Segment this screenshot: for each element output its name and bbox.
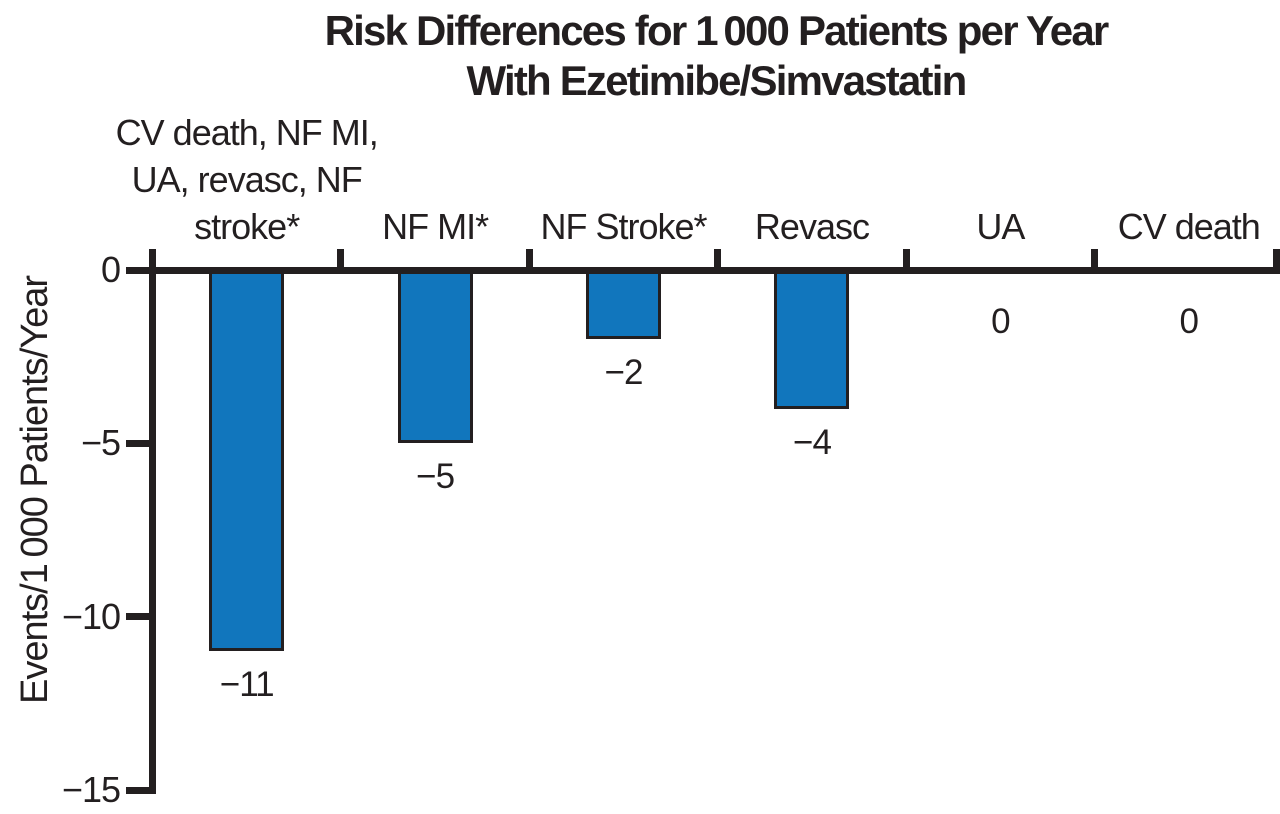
bar-4 <box>774 270 850 409</box>
category-label-2: NF MI* <box>285 203 585 250</box>
y-axis-tick <box>126 439 149 447</box>
x-axis-tick <box>149 248 156 267</box>
x-axis-tick <box>902 248 910 267</box>
category-label-4: Revasc <box>662 203 962 250</box>
chart-title-line-1: Risk Differences for 1 000 Patients per … <box>324 7 1110 54</box>
y-axis-tick <box>126 266 149 274</box>
category-label-line: Revasc <box>754 206 870 247</box>
bar-value-label: −5 <box>416 457 455 497</box>
bar-value-label: 0 <box>1179 302 1199 341</box>
chart-title: Risk Differences for 1 000 Patients per … <box>152 6 1280 106</box>
y-axis-label: Events/1 000 Patients/Year <box>14 275 56 704</box>
chart-title-line-2: With Ezetimibe/Simvastatin <box>466 57 968 104</box>
y-axis-tick-label: −10 <box>61 595 121 637</box>
x-axis-line <box>148 266 1280 274</box>
category-label-line: CV death <box>1117 206 1261 247</box>
y-axis-tick <box>126 613 149 621</box>
bar-value-label: −11 <box>219 665 275 705</box>
x-axis-tick <box>714 248 722 267</box>
y-axis-tick <box>126 786 149 794</box>
y-axis-line <box>148 248 156 794</box>
bar-2 <box>397 270 473 444</box>
x-axis-tick <box>337 248 345 267</box>
x-axis-tick <box>1273 248 1280 267</box>
bar-value-label: 0 <box>991 302 1010 341</box>
y-axis-tick-label: 0 <box>100 249 121 290</box>
category-label-6: CV death <box>1039 203 1280 250</box>
category-label-1: CV death, NF MI, UA, revasc, NF stroke* <box>97 109 397 250</box>
category-label-line: UA <box>976 206 1025 247</box>
y-axis-tick-label: −15 <box>61 769 121 810</box>
x-axis-tick <box>525 248 533 267</box>
category-label-line: NF Stroke* <box>540 206 708 247</box>
bar-value-label: −4 <box>793 422 832 462</box>
category-label-line: CV death, NF MI, <box>115 112 379 153</box>
x-axis-tick <box>1091 248 1099 267</box>
y-axis-tick-label: −5 <box>80 422 121 464</box>
category-label-5: UA <box>850 203 1150 250</box>
bar-value-label: −2 <box>604 353 644 393</box>
category-label-line: stroke* <box>194 206 300 247</box>
category-label-line: UA, revasc, NF <box>131 159 363 200</box>
bar-3 <box>586 270 662 340</box>
category-label-3: NF Stroke* <box>474 203 774 250</box>
bar-1 <box>209 270 285 652</box>
category-label-line: NF MI* <box>382 206 489 247</box>
